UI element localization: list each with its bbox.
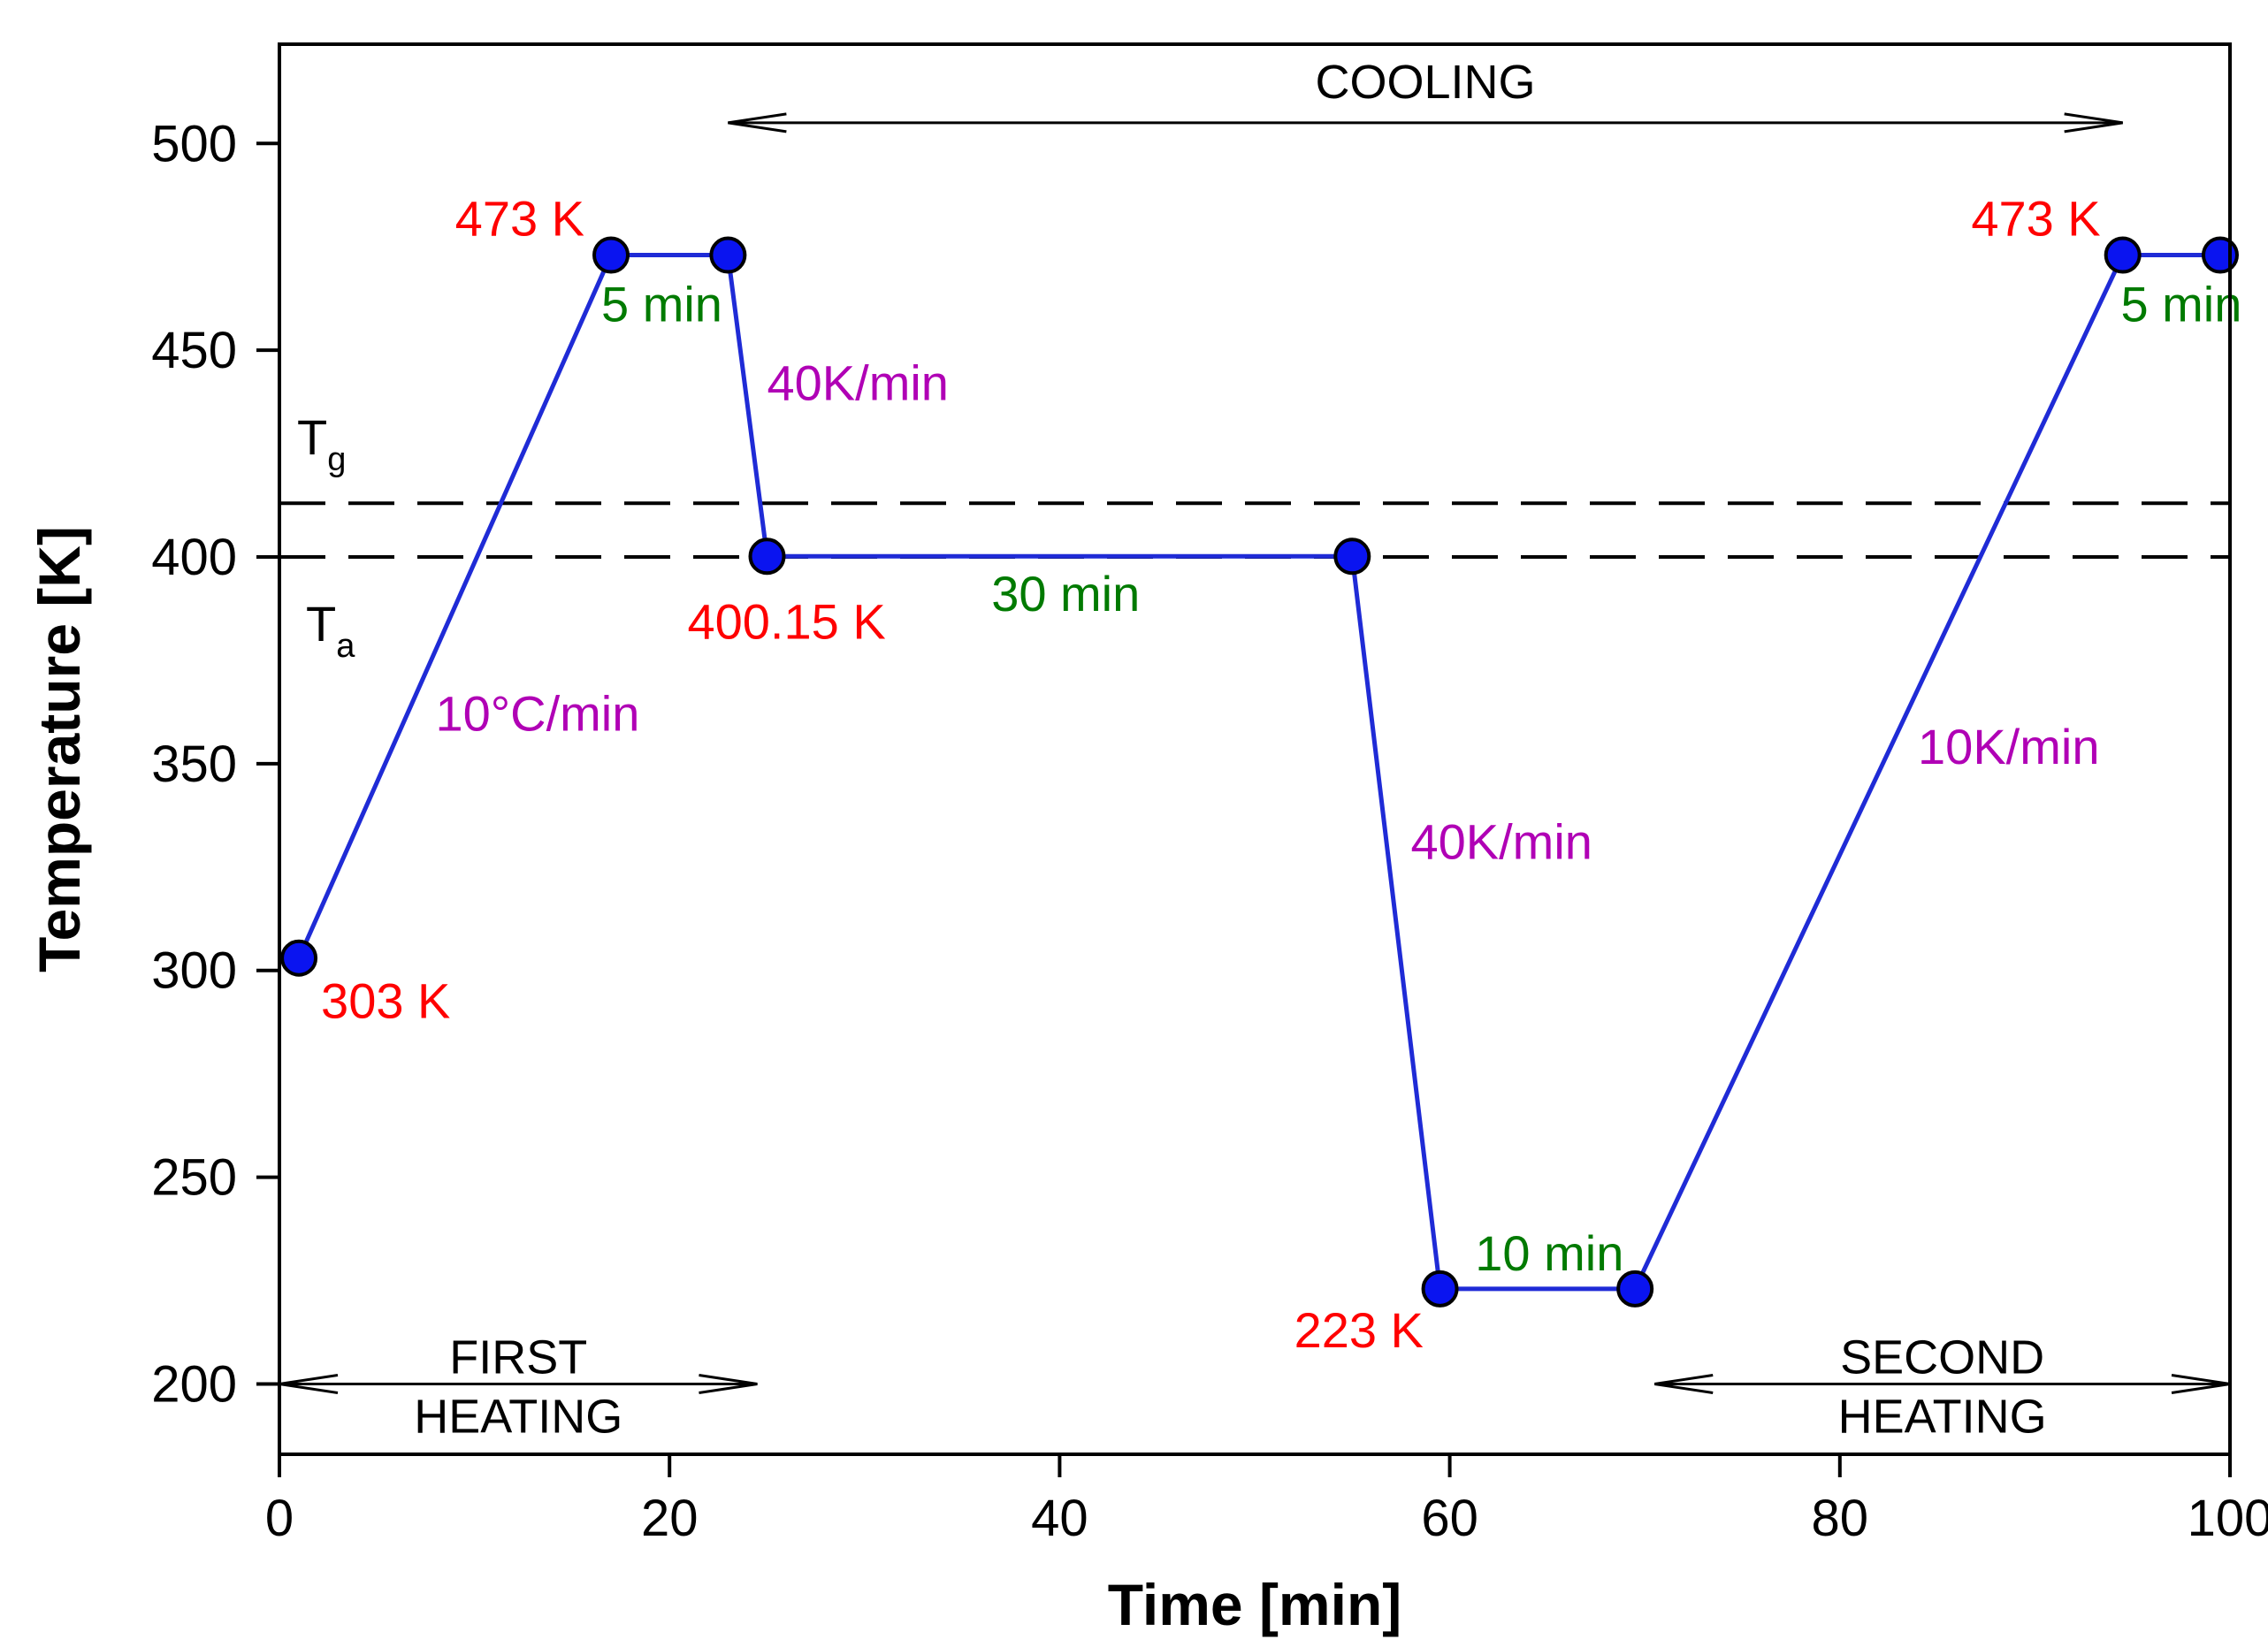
rate-label-heating-2: 10K/min: [1918, 719, 2099, 774]
x-tick-label: 0: [265, 1490, 294, 1547]
reference-label-tg: Tg: [297, 409, 346, 478]
data-markers: [280, 236, 2239, 1308]
arrow-head-right: [699, 1373, 758, 1394]
y-tick-label: 450: [151, 322, 237, 379]
x-tick-label: 40: [1031, 1490, 1088, 1547]
x-tick-label: 80: [1812, 1490, 1869, 1547]
y-tick-label: 300: [151, 942, 237, 1000]
point-label-peak-2: 473 K: [1971, 191, 2100, 247]
data-point: [1616, 1270, 1654, 1308]
data-point: [1333, 538, 1371, 576]
x-tick-label: 100: [2188, 1490, 2268, 1547]
point-label-anneal: 400.15 K: [688, 593, 886, 649]
y-tick-label: 350: [151, 736, 237, 793]
point-label-min: 223 K: [1294, 1302, 1424, 1358]
x-tick-label: 60: [1421, 1490, 1478, 1547]
rate-label-cooling-2: 40K/min: [1410, 813, 1592, 869]
data-point: [1421, 1270, 1459, 1308]
x-axis-title: Time [min]: [1108, 1572, 1401, 1637]
point-label-peak-1: 473 K: [455, 191, 584, 247]
axes: 200 250 300 350 400 450 500 0 20 40 60 80 100: [151, 115, 2268, 1547]
y-axis-title: Temperature [K]: [27, 526, 92, 972]
duration-label-low-hold: 10 min: [1475, 1225, 1623, 1281]
rate-label-heating-1: 10°C/min: [435, 685, 639, 741]
data-point: [280, 939, 318, 977]
data-point: [748, 538, 786, 576]
phase-label: HEATING: [1838, 1390, 2047, 1443]
y-tick-label: 500: [151, 115, 237, 172]
reference-label-ta: Ta: [306, 596, 355, 665]
rate-label-cooling-1: 40K/min: [767, 355, 949, 410]
point-label-start: 303 K: [321, 973, 450, 1029]
double-arrow: [728, 112, 2123, 133]
duration-label-anneal: 30 min: [991, 566, 1140, 621]
data-point: [592, 236, 630, 274]
phase-label: FIRST: [449, 1331, 587, 1384]
duration-label-hold-1: 5 min: [601, 276, 722, 332]
phase-label: SECOND: [1840, 1331, 2044, 1384]
y-tick-label: 200: [151, 1355, 237, 1413]
phase-label: HEATING: [414, 1390, 622, 1443]
arrow-head-left: [1654, 1373, 1714, 1394]
x-tick-label: 20: [641, 1490, 699, 1547]
y-tick-label: 400: [151, 529, 237, 586]
data-point: [2201, 236, 2239, 274]
data-point: [709, 236, 747, 274]
y-tick-label: 250: [151, 1149, 237, 1207]
arrow-head-right: [2064, 112, 2123, 133]
phase-annotations: COOLING FIRST HEATING SECOND HEATING: [279, 56, 2231, 1443]
arrow-head-left: [728, 112, 787, 133]
data-point: [2104, 236, 2142, 274]
data-annotations: 303 K 473 K 400.15 K 223 K 473 K 10°C/min 40K/…: [321, 191, 2241, 1358]
plot-frame: [278, 42, 2232, 1456]
reference-lines: Tg Ta: [279, 409, 2230, 665]
phase-label: COOLING: [1316, 56, 1536, 109]
duration-label-hold-2: 5 min: [2120, 276, 2241, 332]
